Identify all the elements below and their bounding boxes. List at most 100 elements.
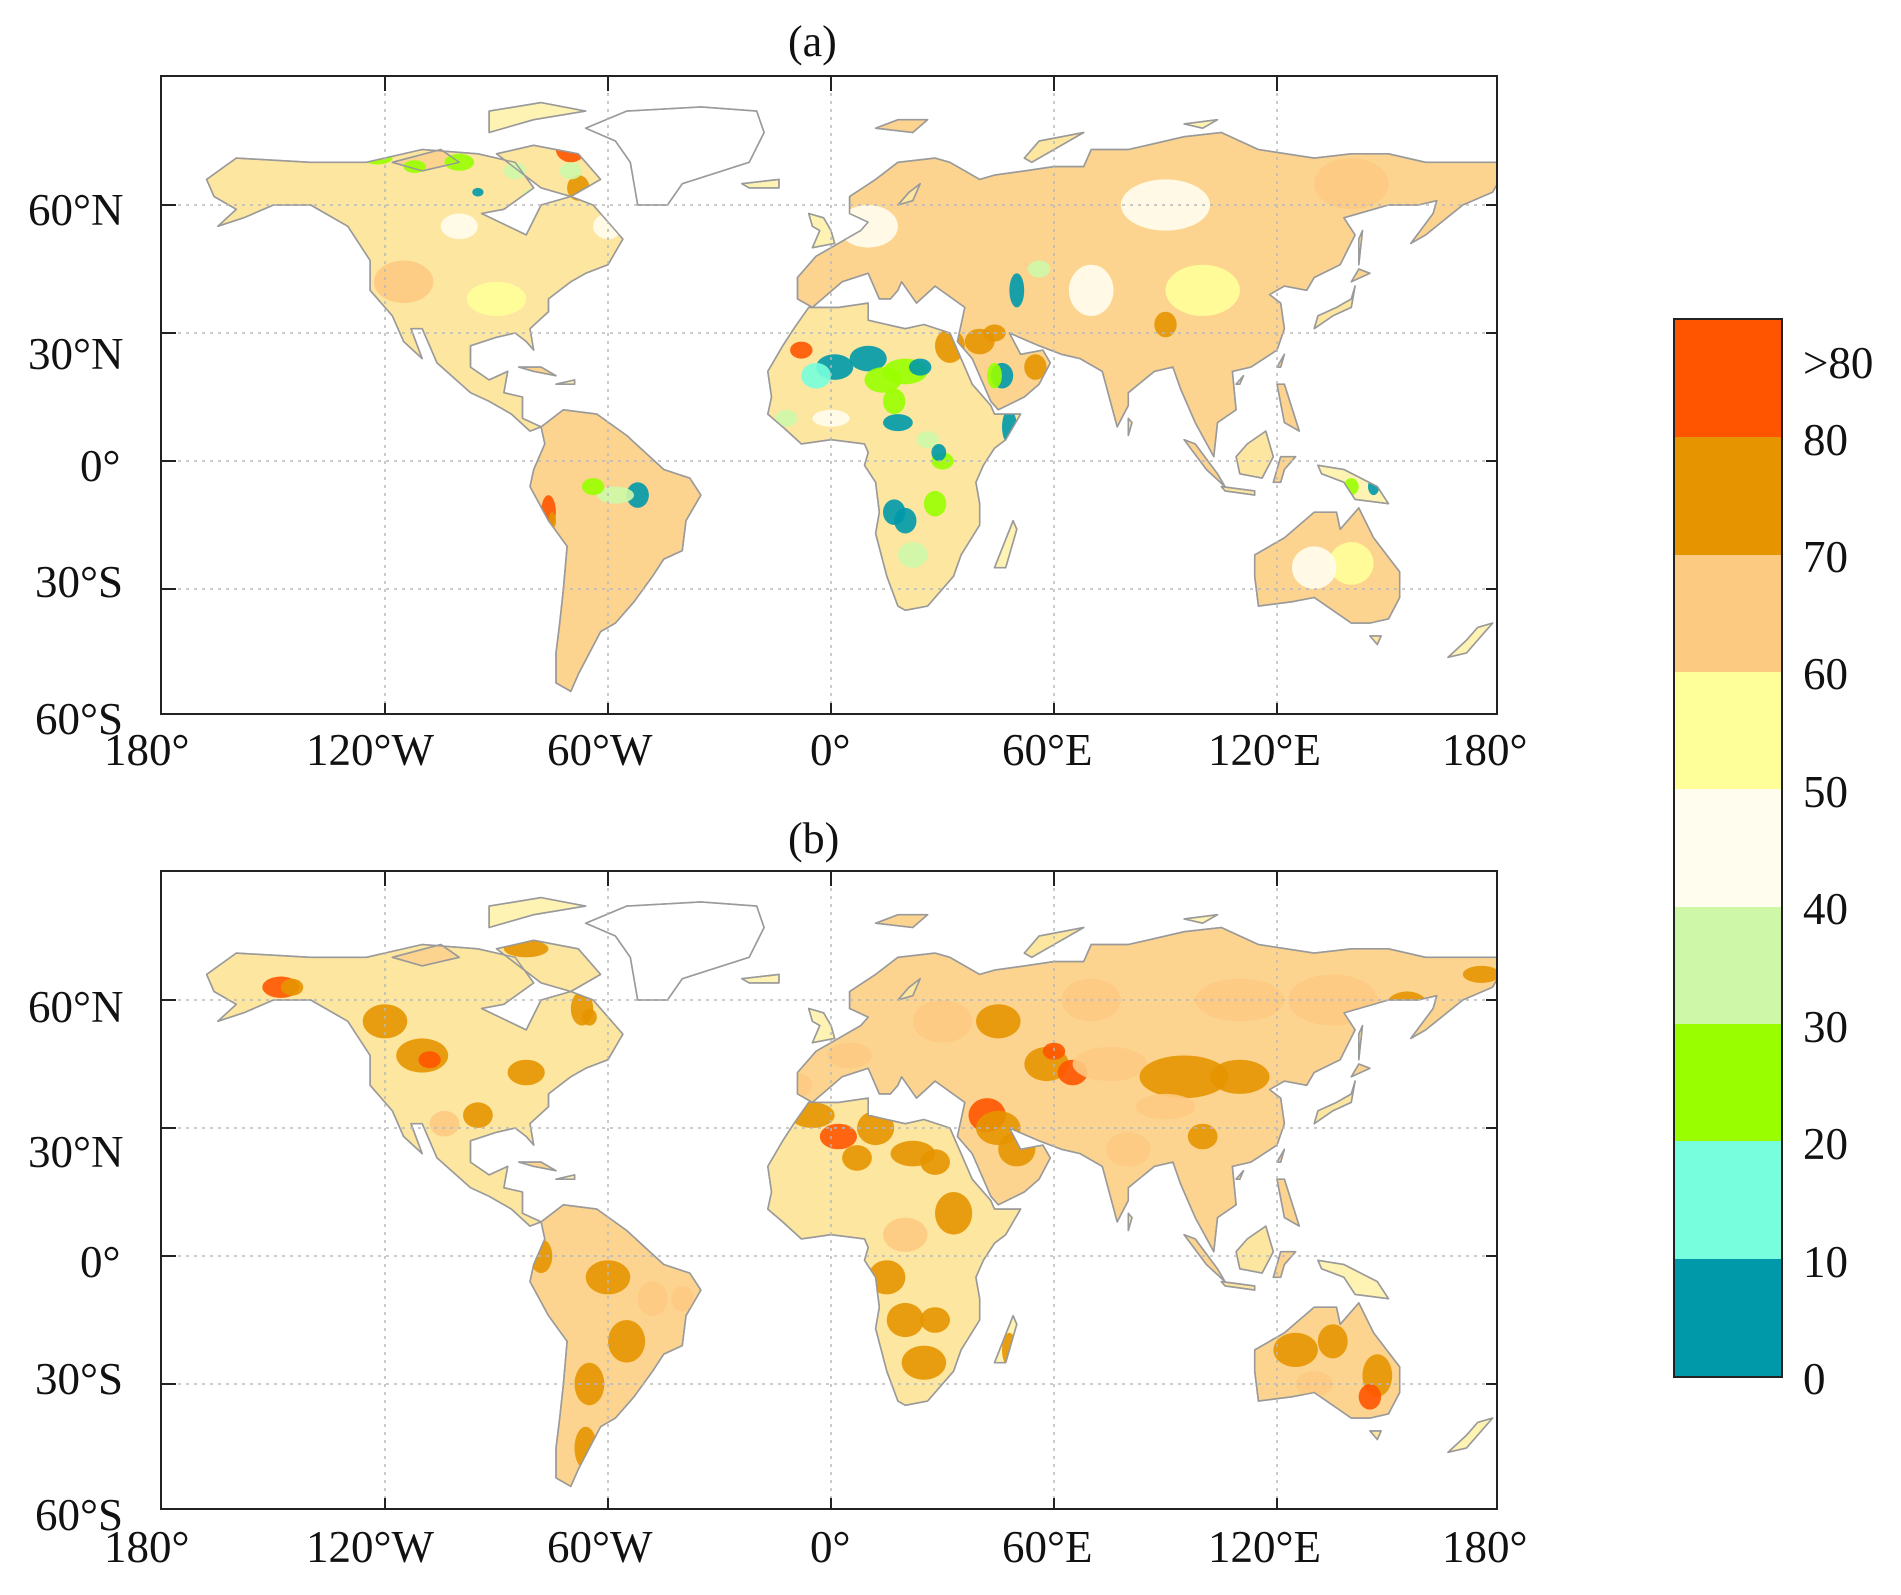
coastline-uk [808, 212, 836, 249]
coastline-south-america [529, 409, 702, 693]
coastline-indonesia-borneo [1235, 430, 1275, 479]
hotspot-13 [533, 919, 571, 936]
hotspot-17 [522, 188, 545, 205]
coastline-indonesia-borneo [1235, 1225, 1275, 1274]
hotspot-26 [901, 1345, 947, 1380]
hotspot-47 [585, 1260, 631, 1295]
lat-label-30n-a: 30°N [28, 329, 124, 379]
hotspot-44 [883, 499, 906, 525]
lat-label-0-b: 0° [80, 1237, 121, 1287]
hotspot-37 [931, 444, 947, 461]
hotspot-57 [775, 1072, 813, 1099]
coastline-novaya-zemlya [1023, 926, 1085, 959]
coastline-new-guinea [1317, 464, 1390, 505]
landmass-south-america [529, 408, 702, 693]
hotspot-9 [1024, 354, 1047, 380]
hotspot-11 [503, 940, 549, 958]
hotspot-63 [466, 281, 527, 316]
coastline-japan-north [1350, 268, 1371, 283]
colorbar-label-80: 80 [1803, 415, 1848, 465]
colorbar-label-50: 50 [1803, 767, 1848, 817]
hotspot-24 [472, 187, 484, 197]
hotspot-60 [1314, 158, 1389, 210]
lon-label-60e-b: 60°E [1002, 1522, 1093, 1572]
colorbar-segment-0 [1675, 320, 1781, 438]
hotspot-38 [775, 409, 798, 427]
coastline-layer [205, 101, 1496, 693]
coastline-java [1220, 1280, 1256, 1291]
lat-label-0-a: 0° [80, 441, 121, 491]
colorbar-segment-6 [1675, 1024, 1781, 1142]
hotspot-34 [883, 414, 913, 432]
hotspot-62 [373, 260, 434, 304]
hotspot-22 [883, 1217, 928, 1252]
lat-label-60n-b: 60°N [28, 982, 124, 1032]
colorbar-segment-1 [1675, 437, 1781, 555]
hotspot-17 [842, 1145, 872, 1171]
hotspot-48 [596, 486, 634, 504]
hotspot-51 [1027, 260, 1051, 278]
hotspot-19 [440, 213, 478, 240]
hotspot-24 [886, 1302, 924, 1338]
hotspot-57 [1068, 264, 1114, 316]
landmass-greenland [584, 106, 765, 206]
hotspot-39 [1106, 1132, 1151, 1167]
coastline-severnaya [1183, 914, 1219, 924]
map-panel-a [160, 75, 1498, 715]
hotspot-21 [935, 1192, 973, 1235]
hotspot-60 [671, 1285, 694, 1312]
lon-label-0-b: 0° [810, 1522, 851, 1572]
colorbar-segment-4 [1675, 789, 1781, 907]
hotspot-49 [574, 1362, 605, 1406]
coastline-greenland [585, 901, 765, 1001]
hotspot-29 [849, 345, 887, 372]
lon-label-180e-b: 180° [1442, 1522, 1528, 1572]
hotspot-32 [1042, 1042, 1066, 1060]
hotspot-45 [923, 490, 947, 517]
hotspot-4 [362, 1004, 408, 1039]
hotspot-8 [463, 1102, 493, 1128]
coastline-south-america [529, 1204, 702, 1488]
coastline-baffin [495, 939, 602, 993]
coastline-cuba [518, 366, 557, 377]
map-b-svg [162, 872, 1496, 1508]
lat-label-60n-a: 60°N [28, 185, 124, 235]
land-layer [205, 101, 1496, 693]
hotspot-33 [883, 388, 906, 415]
hotspot-14 [388, 927, 419, 945]
coastline-java [1220, 485, 1256, 496]
lon-label-120w-b: 120°W [306, 1522, 434, 1572]
hotspot-58 [1165, 264, 1240, 316]
lon-label-120e-b: 120°E [1208, 1522, 1321, 1572]
coastline-eurasia [796, 926, 1496, 1253]
hotspot-34 [1072, 1046, 1147, 1082]
coastline-north-america [205, 148, 624, 432]
coastline-ellesmere [488, 896, 587, 929]
hotspot-46 [976, 1004, 1021, 1039]
lon-label-120e-a: 120°E [1208, 725, 1321, 775]
coastline-sri-lanka [1127, 417, 1133, 437]
coastline-taiwan [1276, 353, 1286, 368]
coastline-north-america [205, 943, 624, 1227]
hotspot-23 [868, 1260, 906, 1295]
coastline-iceland [741, 178, 780, 189]
hotspot-26 [916, 102, 932, 107]
lat-label-60s-b: 60°S [35, 1490, 124, 1540]
colorbar-label-30: 30 [1803, 1002, 1848, 1052]
hotspot-35 [916, 431, 939, 449]
hotspot-58 [827, 1042, 872, 1069]
hotspot-42 [1384, 991, 1430, 1026]
hotspot-46 [897, 542, 928, 568]
hotspot-20 [593, 213, 623, 240]
lon-label-180w-a: 180° [104, 725, 190, 775]
colorbar-label-40: 40 [1803, 884, 1848, 934]
coastline-tasmania [1369, 635, 1382, 646]
lon-label-60e-a: 60°E [1002, 725, 1093, 775]
colorbar-label-0: 0 [1803, 1354, 1826, 1404]
hotspot-16 [503, 162, 527, 180]
coastline-sakhalin [1358, 1024, 1364, 1061]
hotspot-11 [396, 132, 434, 150]
hotspot-43 [1462, 965, 1496, 983]
tick-layer [162, 872, 1496, 1508]
coastline-hainan [1235, 1170, 1245, 1180]
